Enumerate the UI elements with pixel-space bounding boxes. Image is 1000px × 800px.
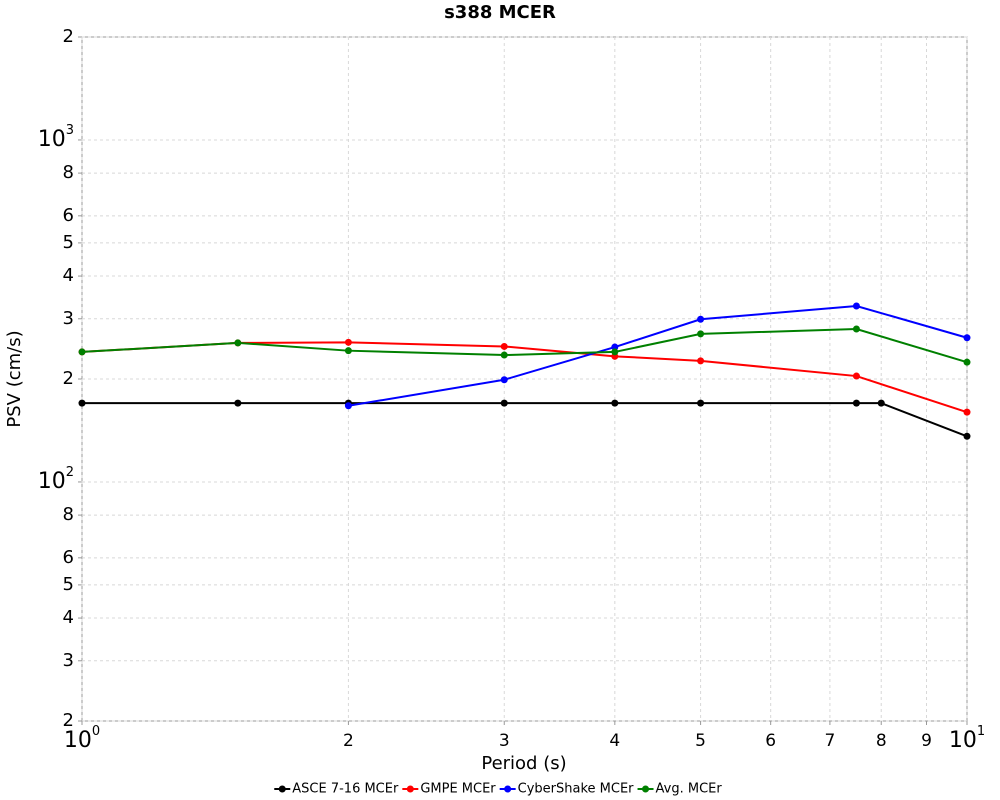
tick-label-exponent: 2: [66, 464, 74, 479]
data-point: [963, 432, 971, 440]
tick-label-text: 2: [63, 710, 74, 731]
y-tick-label: 6: [63, 547, 74, 568]
plot-area: [81, 36, 968, 722]
tick-label-text: 5: [63, 232, 74, 253]
legend-marker: [504, 785, 512, 793]
data-point: [500, 399, 508, 407]
x-axis-label: Period (s): [481, 753, 566, 774]
y-tick-label: 4: [63, 607, 74, 628]
legend-label: ASCE 7-16 MCEr: [292, 782, 399, 797]
tick-label: 2: [343, 731, 354, 751]
tick-label-text: 6: [63, 205, 74, 226]
data-point: [344, 347, 352, 355]
tick-label-text: 2: [63, 26, 74, 47]
legend-marker: [278, 785, 286, 793]
legend: ASCE 7-16 MCEr GMPE MCEr CyberShake MCEr Av…: [274, 782, 722, 797]
tick-label-text: 4: [63, 265, 74, 286]
data-point: [611, 348, 619, 356]
data-point: [611, 399, 619, 407]
data-point: [500, 351, 508, 359]
tick-label-text: 10: [38, 469, 66, 494]
data-point: [877, 399, 885, 407]
data-point: [500, 342, 508, 350]
data-point: [852, 372, 860, 380]
tick-label-text: 10: [38, 127, 66, 152]
tick-label: 4: [609, 731, 620, 751]
tick-label-text: 8: [63, 162, 74, 183]
y-tick-label: 102: [38, 464, 74, 494]
data-point: [852, 399, 860, 407]
legend-label: CyberShake MCEr: [518, 782, 635, 797]
tick-label: 6: [765, 731, 776, 751]
tick-label: 101: [949, 724, 985, 754]
y-tick-label: 8: [63, 504, 74, 525]
tick-label-text: 5: [63, 574, 74, 595]
data-point: [344, 338, 352, 346]
tick-label-text: 3: [63, 308, 74, 329]
legend-label: Avg. MCEr: [656, 782, 723, 797]
data-point: [963, 334, 971, 342]
tick-label-text: 2: [63, 368, 74, 389]
y-tick-label: 3: [63, 650, 74, 671]
tick-label: 100: [64, 724, 100, 754]
data-point: [852, 325, 860, 333]
y-axis-label: PSV (cm/s): [4, 330, 25, 427]
data-point: [963, 358, 971, 366]
tick-label-text: 6: [63, 547, 74, 568]
tick-label-text: 10: [949, 728, 977, 753]
data-point: [852, 302, 860, 310]
tick-label-text: 3: [63, 650, 74, 671]
y-tick-label: 103: [38, 122, 74, 152]
tick-label: 8: [876, 731, 887, 751]
y-tick-label: 6: [63, 205, 74, 226]
y-tick-label: 2: [63, 26, 74, 47]
y-tick-label: 5: [63, 232, 74, 253]
tick-label: 5: [695, 731, 706, 751]
series-line: [81, 341, 968, 414]
tick-label: 9: [921, 731, 932, 751]
data-point: [344, 402, 352, 410]
data-point: [234, 399, 242, 407]
tick-label-text: 10: [64, 728, 92, 753]
chart-title: s388 MCER: [444, 2, 556, 23]
tick-label: 3: [499, 731, 510, 751]
legend-marker: [642, 785, 650, 793]
y-tick-label: 5: [63, 574, 74, 595]
tick-label-text: 4: [63, 607, 74, 628]
legend-marker: [406, 785, 414, 793]
tick-label-text: 8: [63, 504, 74, 525]
tick-label-exponent: 3: [66, 122, 74, 137]
y-tick-label: 3: [63, 308, 74, 329]
data-point: [697, 330, 705, 338]
series-line: [81, 328, 968, 364]
data-point: [697, 315, 705, 323]
series-line: [348, 304, 968, 407]
data-point: [611, 343, 619, 351]
y-tick-label: 8: [63, 162, 74, 183]
tick-label-exponent: 0: [92, 724, 100, 739]
legend-label: GMPE MCEr: [420, 782, 496, 797]
y-tick-label: 2: [63, 368, 74, 389]
y-tick-label: 2: [63, 710, 74, 731]
data-point: [697, 399, 705, 407]
data-point: [500, 376, 508, 384]
data-point: [234, 339, 242, 347]
data-point: [78, 348, 86, 356]
data-point: [963, 408, 971, 416]
tick-label: 7: [824, 731, 835, 751]
tick-label-exponent: 1: [977, 724, 985, 739]
data-point: [697, 357, 705, 365]
data-point: [78, 399, 86, 407]
y-tick-label: 4: [63, 265, 74, 286]
